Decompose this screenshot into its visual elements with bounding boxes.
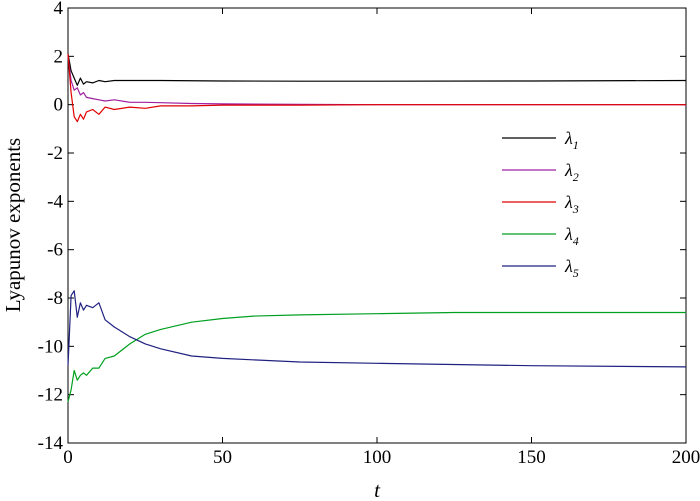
x-axis-label: t [374, 478, 381, 501]
y-axis-label: Lyapunov exponents [1, 138, 25, 312]
y-tick-label: 0 [54, 95, 64, 116]
y-tick-label: -6 [47, 240, 63, 261]
axis-ticks: 0 50 100 150 200 4 2 0 -2 -4 -6 -8 -10 -12 -14 [38, 0, 700, 468]
series-line-5 [67, 290, 687, 368]
y-tick-label: -10 [38, 336, 63, 357]
series-line-2 [67, 56, 686, 106]
series-line-3 [67, 53, 686, 123]
legend-label-2: λ2 [564, 160, 579, 184]
y-tick-label: 4 [54, 0, 64, 19]
x-tick-label: 150 [517, 447, 546, 468]
series-line-4 [67, 311, 686, 403]
y-tick-label: -4 [47, 191, 63, 212]
y-tick-label: 2 [54, 46, 64, 67]
plot-frame [67, 7, 687, 444]
x-tick-label: 0 [63, 447, 73, 468]
legend: λ1 λ2 λ3 λ4 λ5 [502, 128, 579, 280]
y-tick-label: -8 [47, 288, 63, 309]
y-tick-label: -12 [38, 385, 63, 406]
series-line-1 [67, 53, 687, 86]
x-tick-label: 200 [672, 447, 700, 468]
legend-label-3: λ3 [564, 192, 579, 216]
y-tick-label: -14 [38, 433, 64, 454]
legend-label-4: λ4 [564, 224, 579, 248]
x-tick-label: 100 [363, 447, 392, 468]
legend-label-5: λ5 [564, 256, 579, 280]
series-lines [67, 53, 687, 403]
legend-label-1: λ1 [564, 128, 579, 152]
y-tick-label: -2 [47, 143, 63, 164]
x-tick-label: 50 [213, 447, 232, 468]
